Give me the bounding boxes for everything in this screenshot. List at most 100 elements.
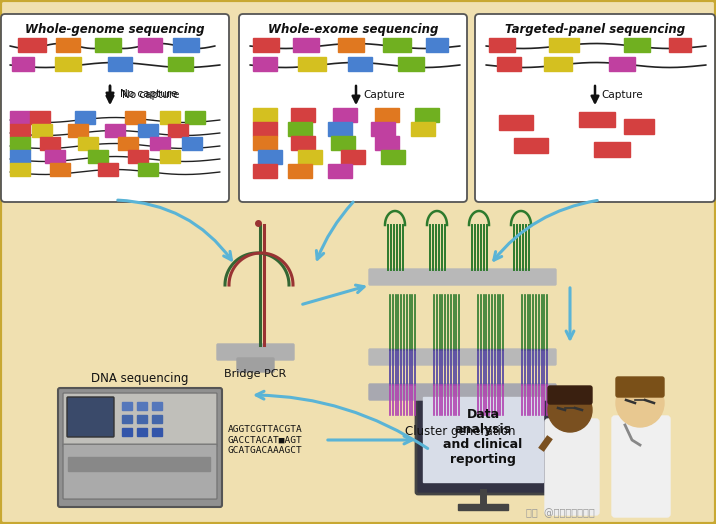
FancyBboxPatch shape (239, 14, 467, 202)
Bar (579, 112, 615, 127)
Text: Data
analysis
and clinical
reporting: Data analysis and clinical reporting (443, 408, 523, 466)
Bar (258, 150, 282, 164)
Bar (173, 38, 199, 52)
FancyBboxPatch shape (475, 14, 715, 202)
Bar (10, 111, 30, 124)
Text: 知乎  @爱学习的焦小姐: 知乎 @爱学习的焦小姐 (526, 508, 594, 518)
Bar (293, 38, 319, 52)
Bar (288, 164, 312, 178)
Bar (253, 164, 277, 178)
FancyBboxPatch shape (616, 377, 664, 397)
Bar (138, 38, 162, 52)
Bar (544, 57, 572, 71)
Bar (95, 38, 121, 52)
Bar (168, 57, 193, 71)
Bar (291, 108, 315, 122)
Bar (341, 150, 365, 164)
Bar (549, 38, 579, 52)
Bar (594, 142, 630, 157)
Bar (128, 150, 148, 163)
FancyBboxPatch shape (217, 344, 294, 360)
Bar (105, 124, 125, 137)
Text: No capture: No capture (120, 89, 178, 99)
FancyBboxPatch shape (416, 390, 550, 494)
Bar (338, 38, 364, 52)
Text: Bridge PCR: Bridge PCR (224, 369, 286, 379)
Bar (253, 38, 279, 52)
Bar (55, 57, 81, 71)
Bar (18, 38, 46, 52)
Bar (624, 38, 650, 52)
Bar (423, 397, 543, 482)
Bar (415, 108, 439, 122)
Bar (411, 122, 435, 136)
Bar (122, 428, 132, 436)
Bar (609, 57, 635, 71)
Bar (152, 415, 162, 423)
Text: Cluster generation: Cluster generation (405, 425, 516, 438)
Bar (253, 136, 277, 150)
Bar (75, 111, 95, 124)
Bar (10, 124, 30, 137)
Text: DNA sequencing: DNA sequencing (91, 372, 189, 385)
Bar (98, 163, 118, 176)
Bar (137, 428, 147, 436)
Bar (137, 415, 147, 423)
Bar (333, 108, 357, 122)
Text: Capture: Capture (601, 90, 643, 100)
Bar (10, 163, 30, 176)
Bar (331, 136, 355, 150)
Bar (514, 138, 548, 153)
Bar (78, 137, 98, 150)
Bar (10, 137, 30, 150)
Bar (68, 457, 210, 471)
Bar (137, 402, 147, 410)
Bar (253, 122, 277, 136)
Bar (50, 163, 70, 176)
Bar (348, 57, 372, 71)
Bar (122, 402, 132, 410)
Bar (669, 38, 691, 52)
FancyBboxPatch shape (548, 386, 592, 404)
Bar (118, 137, 138, 150)
Text: No capture: No capture (122, 90, 180, 100)
Text: AGGTCGTTACGTA
GACCTACAT■AGT
GCATGACAAAGCT: AGGTCGTTACGTA GACCTACAT■AGT GCATGACAAAGC… (228, 425, 303, 455)
Bar (160, 150, 180, 163)
Bar (182, 137, 202, 150)
FancyBboxPatch shape (58, 388, 222, 507)
Bar (150, 137, 170, 150)
FancyBboxPatch shape (1, 14, 229, 202)
Bar (426, 38, 448, 52)
FancyBboxPatch shape (369, 349, 556, 365)
FancyBboxPatch shape (612, 416, 670, 517)
Bar (168, 124, 188, 137)
Bar (30, 111, 50, 124)
FancyBboxPatch shape (237, 358, 274, 372)
Bar (291, 136, 315, 150)
Bar (298, 150, 322, 164)
FancyBboxPatch shape (545, 419, 599, 515)
Bar (185, 111, 205, 124)
Bar (56, 38, 80, 52)
Bar (398, 57, 424, 71)
Bar (138, 163, 158, 176)
Text: Targeted-panel sequencing: Targeted-panel sequencing (505, 23, 685, 36)
FancyBboxPatch shape (369, 269, 556, 285)
Bar (152, 428, 162, 436)
Bar (138, 124, 158, 137)
Bar (288, 122, 312, 136)
FancyBboxPatch shape (63, 393, 217, 447)
Bar (253, 57, 277, 71)
FancyBboxPatch shape (67, 397, 114, 437)
Bar (375, 108, 399, 122)
Circle shape (548, 388, 592, 432)
Bar (108, 57, 132, 71)
Bar (458, 504, 508, 510)
Bar (499, 115, 533, 130)
Bar (624, 119, 654, 134)
Bar (122, 415, 132, 423)
Text: Whole-genome sequencing: Whole-genome sequencing (25, 23, 205, 36)
Bar (10, 150, 30, 163)
Bar (160, 111, 180, 124)
Bar (328, 122, 352, 136)
